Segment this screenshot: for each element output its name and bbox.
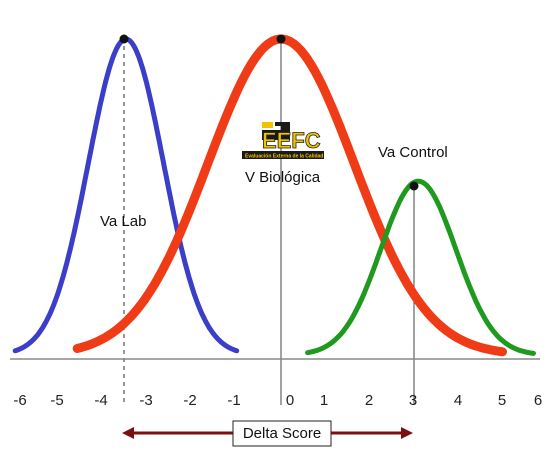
eefc-logo-tagline: Evaluación Externa de la Calidad (245, 154, 323, 160)
va-lab-peak-marker (119, 34, 129, 44)
va-control-peak-marker (409, 181, 419, 191)
v-biologica-peak-marker (276, 34, 286, 44)
x-tick-label: 5 (498, 392, 506, 409)
x-tick-label: 3 (409, 392, 417, 409)
v-biologica-curve (72, 34, 507, 357)
arrow-right-head (401, 427, 413, 439)
eefc-logo-letters: EEFC (262, 128, 321, 153)
x-tick-label: -2 (183, 392, 196, 409)
x-tick-label: 2 (365, 392, 373, 409)
x-tick-label: -3 (139, 392, 152, 409)
delta-score-label: Delta Score (243, 425, 321, 442)
delta-score-arrow (122, 427, 413, 439)
delta-score-box (232, 420, 332, 447)
x-tick-label: 0 (286, 392, 294, 409)
x-tick-labels: -6 -5 -4 -3 -2 -1 0 1 2 3 4 5 6 (13, 392, 542, 409)
va-lab-curve (12, 36, 240, 354)
x-tick-label: 1 (320, 392, 328, 409)
x-tick-label: -5 (50, 392, 63, 409)
x-tick-label: 6 (534, 392, 542, 409)
va-control-curve (305, 178, 536, 356)
x-tick-label: -6 (13, 392, 26, 409)
x-tick-label: -4 (94, 392, 107, 409)
eefc-logo: EEFC Evaluación Externa de la Calidad (242, 122, 324, 160)
x-tick-label: -1 (227, 392, 240, 409)
x-tick-label: 4 (454, 392, 462, 409)
va-control-label: Va Control (378, 144, 448, 161)
eefc-logo-yellow-block (262, 122, 273, 128)
arrow-left-head (122, 427, 134, 439)
v-biologica-label: V Biológica (245, 169, 321, 186)
eefc-logo-mark (262, 122, 290, 140)
va-lab-label: Va Lab (100, 213, 146, 230)
eefc-logo-band (242, 151, 324, 159)
